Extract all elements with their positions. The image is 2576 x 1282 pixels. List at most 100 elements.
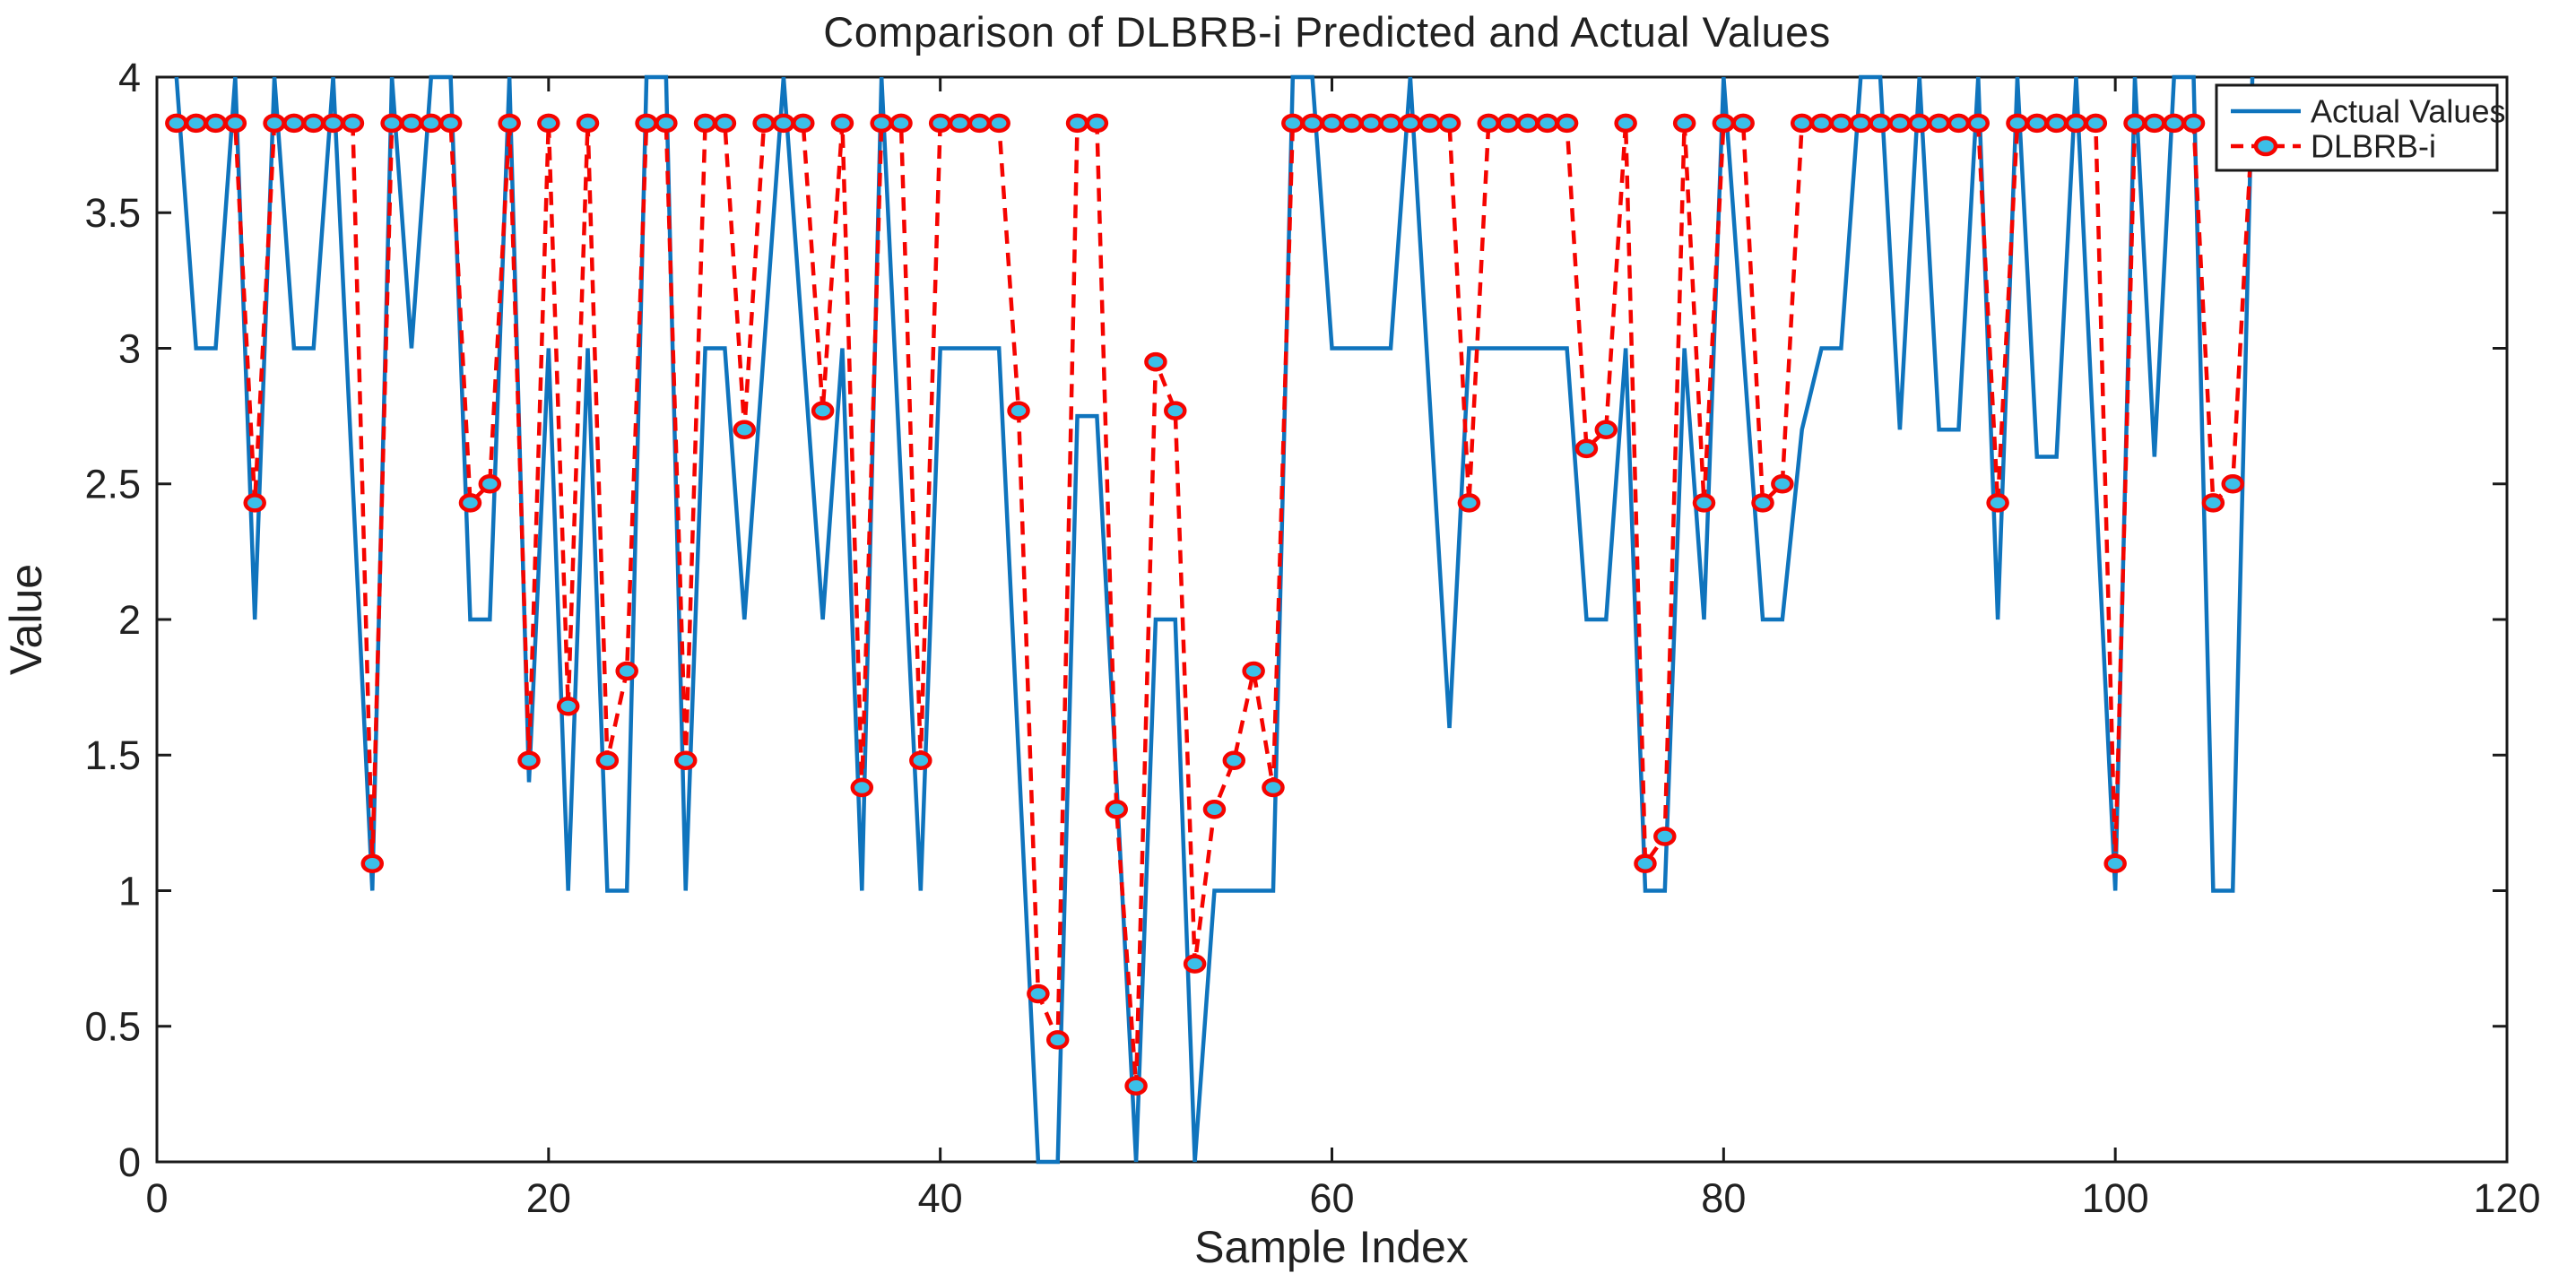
actual-values-line (174, 74, 2255, 1165)
data-point-marker (2064, 113, 2088, 134)
data-point-marker (595, 750, 620, 771)
data-point-marker (1262, 777, 1285, 798)
data-point-marker (1105, 800, 1128, 819)
data-point-marker (1516, 113, 1540, 134)
plot-area: 0 20 40 60 80 100 120 0 0.5 1 1.5 2 2.5 3 3.5 4 (84, 55, 2540, 1221)
data-point-marker (1183, 954, 1207, 974)
data-point-marker (321, 113, 345, 134)
data-point-marker (1574, 438, 1599, 459)
data-point-marker (458, 493, 482, 513)
data-point-marker (1085, 113, 1109, 134)
data-point-marker (792, 113, 815, 134)
data-point-marker (204, 113, 228, 134)
data-point-marker (1379, 113, 1402, 134)
data-point-marker (1144, 351, 1167, 372)
data-point-marker (1418, 113, 1442, 134)
data-point-marker (615, 661, 638, 681)
data-point-marker (517, 750, 541, 771)
data-point-marker (1614, 113, 1637, 134)
data-point-marker (341, 113, 365, 134)
y-tick-label: 3 (118, 325, 141, 371)
data-point-marker (928, 113, 952, 134)
data-point-marker (1712, 113, 1736, 134)
data-point-marker (1672, 113, 1696, 134)
data-point-marker (1164, 401, 1187, 420)
data-point-marker (400, 113, 423, 134)
dlbrb-i-line (176, 121, 2255, 1087)
data-point-marker (223, 113, 247, 134)
data-point-marker (420, 113, 443, 134)
data-point-marker (2006, 113, 2029, 134)
data-point-marker (655, 113, 678, 134)
x-tick-label: 100 (2082, 1175, 2149, 1221)
data-point-marker (282, 113, 306, 134)
legend: Actual Values DLBRB-i (2215, 83, 2505, 172)
data-point-marker (360, 853, 385, 873)
data-point-marker (184, 113, 208, 134)
legend-label-dlbrb: DLBRB-i (2311, 128, 2436, 165)
data-point-marker (987, 113, 1010, 134)
data-point-marker (1124, 1076, 1148, 1096)
data-point-marker (870, 113, 893, 134)
y-tick-label: 1.5 (84, 732, 141, 778)
data-point-marker (165, 113, 188, 134)
data-point-marker (537, 113, 560, 134)
data-point-marker (1437, 113, 1461, 134)
data-point-marker (478, 474, 502, 494)
data-point-marker (2084, 113, 2108, 134)
data-point-marker (811, 401, 835, 420)
data-point-marker (1888, 113, 1912, 134)
data-point-marker (1634, 853, 1657, 873)
data-point-marker (1045, 1030, 1070, 1050)
data-point-marker (1320, 113, 1344, 134)
data-point-marker (889, 113, 913, 134)
data-point-marker (2221, 474, 2244, 494)
data-point-marker (830, 113, 854, 134)
data-point-marker (1222, 750, 1246, 771)
data-point-marker (673, 750, 698, 771)
data-point-marker (635, 113, 658, 134)
data-point-marker (2103, 853, 2127, 873)
legend-label-actual: Actual Values (2311, 93, 2505, 130)
data-point-marker (1027, 983, 1050, 1004)
data-point-marker (1202, 800, 1227, 819)
data-point-marker (438, 113, 463, 134)
data-point-marker (1751, 493, 1774, 513)
data-point-marker (1809, 113, 1834, 134)
y-axis-label: Value (1, 564, 51, 675)
data-point-marker (2044, 113, 2069, 134)
y-tick-label: 2.5 (84, 462, 141, 507)
data-point-marker (556, 697, 580, 716)
data-point-marker (1908, 113, 1931, 134)
x-tick-label: 40 (918, 1175, 963, 1221)
data-point-marker (1555, 113, 1579, 134)
data-point-marker (2025, 113, 2049, 134)
data-point-marker (1340, 113, 1364, 134)
data-point-marker (1653, 827, 1677, 846)
data-point-marker (243, 493, 266, 513)
legend-marker-icon (2253, 135, 2278, 157)
data-point-marker (1966, 113, 1991, 134)
data-point-marker (1359, 113, 1383, 134)
data-point-marker (1869, 113, 1892, 134)
data-point-marker (1477, 113, 1500, 134)
data-point-marker (1790, 113, 1814, 134)
data-point-marker (1927, 113, 1951, 134)
data-point-marker (1281, 113, 1305, 134)
y-tick-label: 3.5 (84, 190, 141, 236)
chart-title: Comparison of DLBRB-i Predicted and Actu… (823, 8, 1830, 56)
data-point-marker (733, 420, 756, 439)
x-tick-label: 0 (145, 1175, 168, 1221)
axes-frame (155, 75, 2509, 1164)
data-point-marker (2162, 113, 2186, 134)
y-tick-label: 0.5 (84, 1004, 141, 1050)
data-point-marker (1849, 113, 1872, 134)
data-point-marker (263, 113, 286, 134)
data-point-marker (1007, 401, 1030, 420)
y-tick-label: 1 (118, 868, 141, 914)
x-tick-label: 80 (1701, 1175, 1746, 1221)
data-point-marker (2123, 113, 2147, 134)
data-point-marker (301, 113, 325, 134)
